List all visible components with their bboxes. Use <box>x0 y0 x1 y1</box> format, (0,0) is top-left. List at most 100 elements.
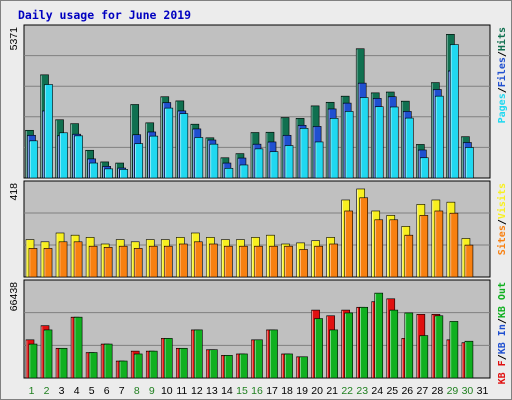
bar-sites-day-1-body <box>28 248 38 278</box>
bar-kb-in-day-28-body <box>434 315 444 379</box>
bar-sites-day-25-body <box>389 219 399 278</box>
bar-pages-day-18-body <box>284 145 294 179</box>
bar-kb-in-day-8-body <box>133 353 143 379</box>
bar-kb-in-day-5-body <box>88 352 98 379</box>
bar-pages-day-11-body <box>179 113 189 179</box>
bar-kb-in-day-2 <box>43 329 53 379</box>
bar-kb-in-day-3-body <box>58 347 68 379</box>
x-tick-label: 30 <box>462 385 474 397</box>
bar-sites-day-4-body <box>73 241 83 278</box>
x-tick-label: 11 <box>176 385 187 397</box>
bar-pages-day-5 <box>89 162 98 179</box>
bar-kb-in-day-29 <box>449 321 459 379</box>
bar-sites-day-13-body <box>209 243 218 278</box>
bar-kb-in-day-25-body <box>389 309 399 379</box>
bar-sites-day-3-body <box>58 241 68 278</box>
bar-pages-day-20 <box>314 141 324 179</box>
bar-sites-day-4 <box>73 241 83 278</box>
bar-pages-day-23 <box>359 97 369 179</box>
x-tick-label: 8 <box>134 385 140 397</box>
bar-pages-day-9-body <box>149 135 159 179</box>
bar-pages-day-11 <box>179 113 189 179</box>
bar-pages-day-12 <box>194 137 204 179</box>
legend-separator: / <box>497 87 508 93</box>
legend-separator: / <box>497 354 508 360</box>
legend-separator: / <box>497 219 508 225</box>
legend-bottom: KB F/KB In/KB Out <box>497 282 508 384</box>
bar-pages-day-1 <box>29 140 38 179</box>
bar-kb-in-day-19 <box>299 356 308 379</box>
bar-sites-day-10-body <box>163 245 173 278</box>
bar-kb-in-day-21-body <box>329 329 338 379</box>
bar-sites-day-8 <box>133 248 143 278</box>
bar-sites-day-11 <box>179 243 188 278</box>
bar-pages-day-21-body <box>329 118 339 179</box>
bar-sites-day-28-body <box>434 210 444 278</box>
bar-pages-day-16-body <box>254 148 264 179</box>
bar-sites-day-2-body <box>43 248 53 278</box>
bar-pages-day-19-body <box>299 128 309 179</box>
bar-sites-day-17 <box>269 245 278 278</box>
bar-kb-in-day-20-body <box>314 318 323 379</box>
bar-kb-in-day-16-body <box>254 339 263 379</box>
bar-pages-day-25-body <box>389 106 399 179</box>
bar-kb-in-day-20 <box>314 318 323 379</box>
x-tick-label: 6 <box>104 385 110 397</box>
bar-sites-day-27-body <box>419 215 429 278</box>
legend-item: Files <box>496 57 508 87</box>
bar-kb-in-day-13-body <box>209 349 218 379</box>
bar-pages-day-15 <box>239 164 249 179</box>
x-tick-label: 1 <box>29 385 35 397</box>
ymax-label-top: 5371 <box>8 27 20 51</box>
bar-kb-in-day-13 <box>209 349 218 379</box>
x-tick-label: 21 <box>326 385 338 397</box>
bar-kb-in-day-30 <box>464 340 474 379</box>
bar-pages-day-6-body <box>104 168 113 179</box>
bar-pages-day-4-body <box>74 135 83 179</box>
bar-kb-in-day-28 <box>434 315 444 379</box>
bar-kb-in-day-8 <box>133 353 143 379</box>
bar-sites-day-19 <box>299 249 308 278</box>
bar-pages-day-29-body <box>450 44 459 179</box>
x-tick-label: 20 <box>311 385 323 397</box>
bar-pages-day-17-body <box>269 151 279 179</box>
bar-pages-day-7 <box>119 169 128 179</box>
bar-sites-day-14 <box>224 245 233 278</box>
x-tick-label: 13 <box>206 385 218 397</box>
bar-pages-day-15-body <box>239 164 249 179</box>
bar-sites-day-23-body <box>359 197 369 278</box>
x-tick-label: 10 <box>161 385 173 397</box>
bar-pages-day-13-body <box>209 143 219 179</box>
bar-pages-day-22 <box>344 111 354 179</box>
bar-sites-day-27 <box>419 215 429 278</box>
bar-kb-in-day-24-body <box>374 292 384 379</box>
bar-kb-in-day-30-body <box>464 340 474 379</box>
bar-sites-day-16 <box>254 245 263 278</box>
bar-pages-day-10-body <box>164 107 174 179</box>
bar-sites-day-21-body <box>329 243 338 278</box>
bar-sites-day-12-body <box>194 241 203 278</box>
bar-kb-in-day-18-body <box>284 353 293 379</box>
bar-sites-day-24 <box>374 219 384 278</box>
bar-kb-in-day-15-body <box>239 353 248 379</box>
bar-kb-in-day-22-body <box>344 312 353 379</box>
legend-item: Hits <box>496 27 508 51</box>
bar-sites-day-12 <box>194 241 203 278</box>
bar-kb-in-day-7-body <box>118 360 128 379</box>
bar-pages-day-23-body <box>359 97 369 179</box>
bar-sites-day-20-body <box>314 245 323 278</box>
x-tick-label: 17 <box>266 385 278 397</box>
bar-sites-day-6-body <box>103 246 113 278</box>
bar-kb-in-day-12-body <box>194 329 203 379</box>
bar-sites-day-22-body <box>344 210 353 278</box>
bar-kb-in-day-23 <box>359 306 369 379</box>
bar-pages-day-26 <box>405 117 414 179</box>
bar-pages-day-3-body <box>59 132 68 179</box>
bar-pages-day-19 <box>299 128 309 179</box>
bar-kb-in-day-12 <box>194 329 203 379</box>
x-tick-label: 12 <box>191 385 203 397</box>
bar-pages-day-12-body <box>194 137 204 179</box>
bar-kb-in-day-18 <box>284 353 293 379</box>
bar-kb-in-day-16 <box>254 339 263 379</box>
bar-kb-in-day-5 <box>88 352 98 379</box>
